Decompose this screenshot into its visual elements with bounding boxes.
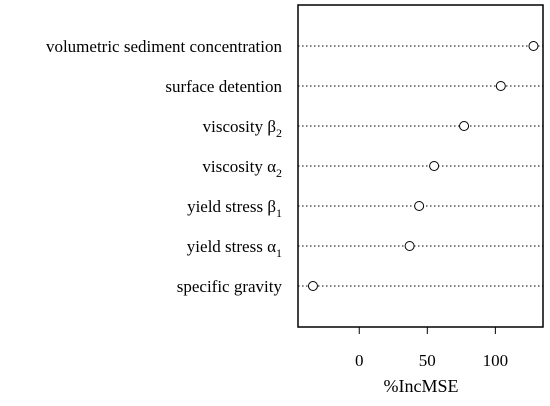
- data-point: [414, 201, 425, 211]
- data-point: [528, 41, 539, 51]
- data-point: [495, 81, 506, 91]
- guide-lines: [298, 45, 543, 287]
- x-tick-label: 100: [483, 351, 509, 370]
- variable-label: viscosity α2: [202, 157, 282, 180]
- data-point: [404, 241, 415, 251]
- variable-labels: volumetric sediment concentration surface…: [46, 37, 283, 296]
- variable-label: yield stress β1: [187, 197, 282, 220]
- variable-label: yield stress α1: [187, 237, 282, 260]
- data-point: [307, 281, 318, 291]
- data-points: [307, 41, 539, 291]
- data-point: [459, 121, 470, 131]
- data-point: [429, 161, 440, 171]
- variable-label: surface detention: [165, 77, 282, 96]
- x-axis-ticks: 0 50 100: [355, 327, 508, 370]
- variable-label: specific gravity: [177, 277, 283, 296]
- variable-label: volumetric sediment concentration: [46, 37, 283, 56]
- x-tick-label: 0: [355, 351, 364, 370]
- variable-label: viscosity β2: [203, 117, 282, 140]
- x-axis-title: %IncMSE: [384, 376, 459, 396]
- x-tick-label: 50: [419, 351, 436, 370]
